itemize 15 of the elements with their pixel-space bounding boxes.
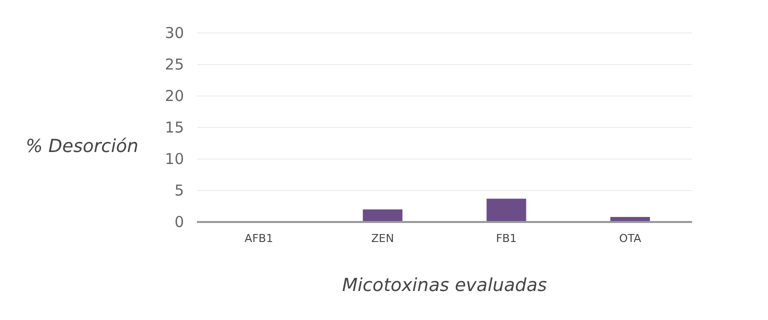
x-tick-label: ZEN (371, 232, 394, 245)
y-tick-label: 10 (164, 150, 184, 168)
bar (362, 209, 402, 222)
y-tick-label: 20 (164, 86, 184, 105)
y-axis-title: % Desorción (26, 136, 138, 157)
x-tick-label: OTA (619, 232, 642, 245)
bar (486, 198, 526, 222)
y-tick-label: 30 (164, 24, 184, 42)
y-tick-label: 15 (164, 118, 184, 136)
x-axis-title: Micotoxinas evaluadas (342, 275, 547, 296)
y-tick-label: 25 (164, 55, 184, 74)
y-tick-label: 5 (174, 181, 184, 200)
x-tick-label: FB1 (496, 232, 517, 245)
x-tick-label: AFB1 (244, 232, 274, 245)
y-tick-label: 0 (174, 212, 184, 231)
